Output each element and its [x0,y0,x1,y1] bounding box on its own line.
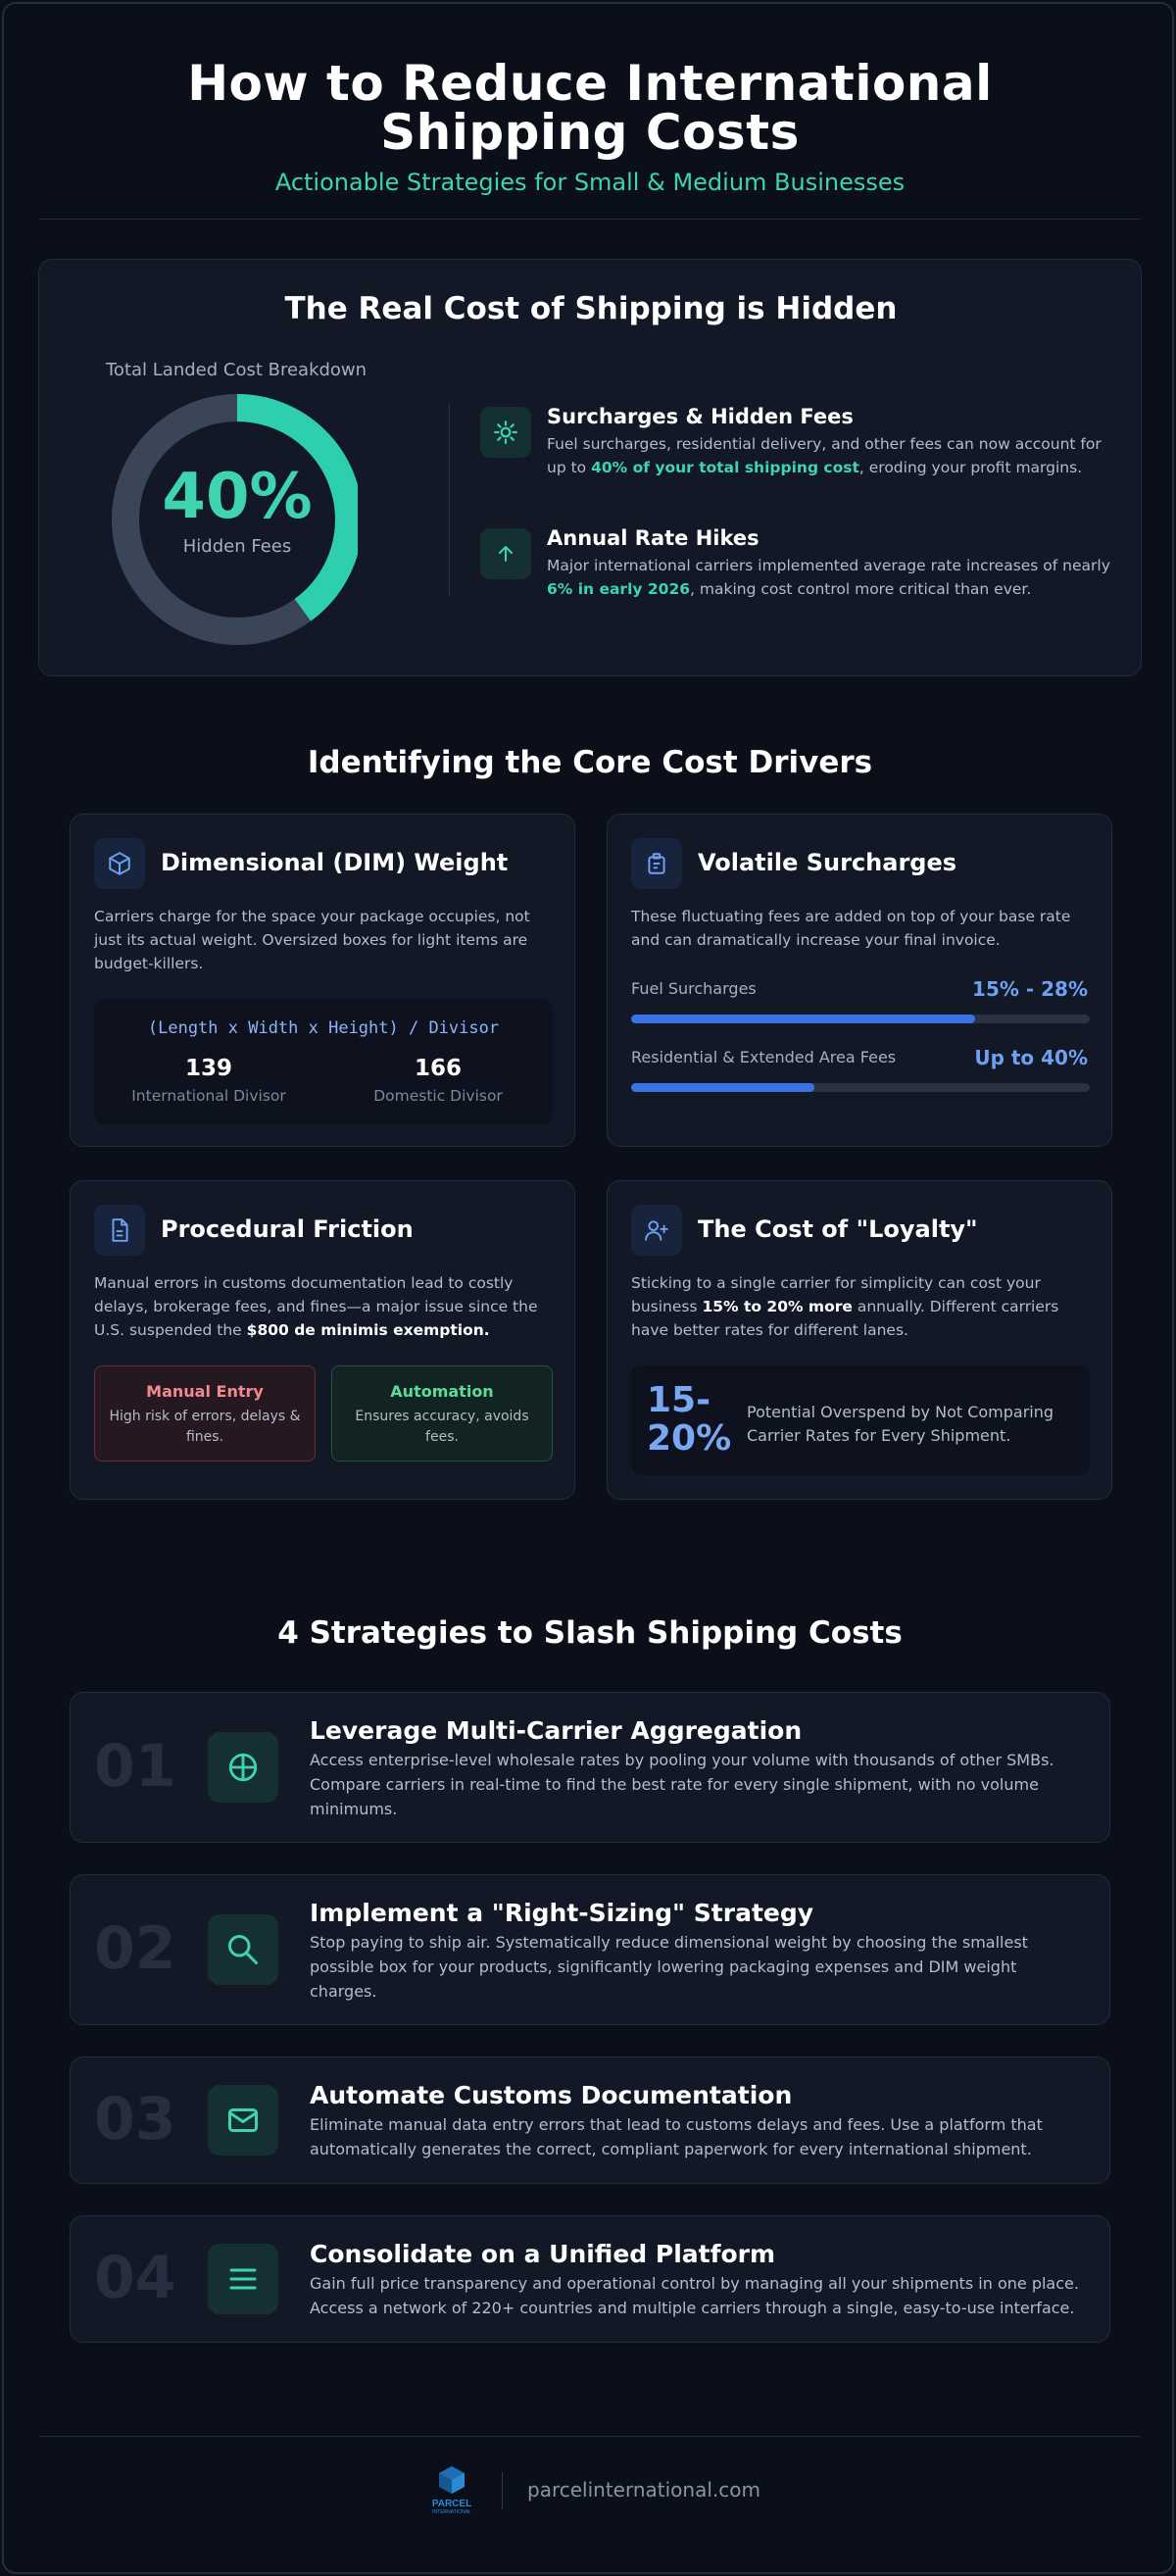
drivers-title: Identifying the Core Cost Drivers [307,745,873,780]
search-icon [208,1914,278,1985]
clipboard-icon [631,838,682,889]
automation-desc: Ensures accuracy, avoids fees. [355,1409,529,1445]
donut-value: 40% [162,461,313,533]
svg-text:PARCEL: PARCEL [432,2499,471,2509]
strategy-number: 01 [94,1732,176,1801]
strategy-card-3: 03 Automate Customs Documentation Elimin… [70,2056,1110,2184]
strategy-number: 04 [94,2244,176,2312]
surcharges-card: Volatile Surcharges These fluctuating fe… [607,814,1112,1147]
dim-weight-title: Dimensional (DIM) Weight [161,849,509,876]
overspend-box: 15-20% Potential Overspend by Not Compar… [631,1365,1090,1475]
overspend-text: Potential Overspend by Not Comparing Car… [747,1403,1054,1445]
feature-title: Annual Rate Hikes [547,526,760,550]
intl-divisor-label: International Divisor [131,1087,286,1105]
cube-icon [94,838,145,889]
strategy-number: 03 [94,2085,176,2154]
strategy-text: Access enterprise-level wholesale rates … [310,1751,1054,1818]
dim-formula-box: (Length x Width x Height) / Divisor 139 … [94,999,553,1124]
globe-crosshair-icon [208,1732,278,1803]
svg-text:INTERNATIONAL: INTERNATIONAL [432,2509,471,2515]
dim-formula: (Length x Width x Height) / Divisor [147,1018,500,1038]
intl-divisor-value: 139 [184,1056,232,1081]
feature-text: Major international carriers implemented… [547,557,1110,598]
strategy-title: Leverage Multi-Carrier Aggregation [310,1716,803,1745]
header: How to Reduce International Shipping Cos… [4,55,1172,196]
bar-label-residential: Residential & Extended Area Fees [631,1048,897,1066]
friction-desc: Manual errors in customs documentation l… [94,1274,538,1339]
footer-separator [502,2472,503,2509]
strategies-title: 4 Strategies to Slash Shipping Costs [277,1615,903,1651]
bar-fill-residential [631,1083,815,1092]
strategy-title: Implement a "Right-Sizing" Strategy [310,1899,814,1927]
feature-title: Surcharges & Hidden Fees [547,405,854,428]
hero-divider [449,403,450,597]
footer-url-link[interactable]: parcelinternational.com [527,2478,760,2502]
surcharges-title: Volatile Surcharges [698,849,957,876]
hidden-cost-card: The Real Cost of Shipping is Hidden Tota… [38,259,1142,676]
strategy-title: Automate Customs Documentation [310,2081,793,2109]
document-icon [94,1205,145,1256]
bar-fill-fuel [631,1015,975,1023]
loyalty-title: The Cost of "Loyalty" [698,1215,978,1243]
donut-label: Total Landed Cost Breakdown [106,360,368,380]
strategy-text: Gain full price transparency and operati… [310,2274,1079,2317]
dom-divisor-value: 166 [414,1056,462,1081]
strategy-title: Consolidate on a Unified Platform [310,2240,776,2268]
footer-divider [39,2436,1141,2437]
strategy-text: Eliminate manual data entry errors that … [310,2115,1043,2158]
strategy-card-4: 04 Consolidate on a Unified Platform Gai… [70,2215,1110,2343]
procedural-friction-card: Procedural Friction Manual errors in cus… [70,1180,575,1500]
automation-title: Automation [390,1382,494,1401]
mail-icon [208,2085,278,2155]
page-title: How to Reduce International Shipping Cos… [187,55,993,161]
manual-entry-box: Manual Entry High risk of errors, delays… [94,1365,316,1461]
dim-weight-card: Dimensional (DIM) Weight Carriers charge… [70,814,575,1147]
automation-box: Automation Ensures accuracy, avoids fees… [331,1365,553,1461]
strategy-number: 02 [94,1914,176,1983]
donut-arc [112,394,363,645]
page-subtitle: Actionable Strategies for Small & Medium… [274,169,906,196]
overspend-value: 15-20% [647,1380,732,1459]
arrow-up-icon [480,528,531,579]
loyalty-desc: Sticking to a single carrier for simplic… [631,1274,1059,1339]
header-divider [39,219,1141,220]
hidden-cost-title: The Real Cost of Shipping is Hidden [284,291,898,326]
bar-track-residential [631,1083,1090,1092]
donut-caption: Hidden Fees [182,536,292,557]
donut-chart [112,394,363,645]
bar-label-fuel: Fuel Surcharges [631,979,757,998]
strategy-card-2: 02 Implement a "Right-Sizing" Strategy S… [70,1874,1110,2025]
bar-track-fuel [631,1015,1090,1023]
manual-entry-desc: High risk of errors, delays & fines. [109,1409,301,1445]
dim-weight-desc: Carriers charge for the space your packa… [94,908,530,972]
manual-entry-title: Manual Entry [146,1382,264,1401]
friction-title: Procedural Friction [161,1215,414,1243]
bar-value-residential: Up to 40% [974,1046,1088,1069]
dom-divisor-label: Domestic Divisor [373,1087,503,1105]
strategy-text: Stop paying to ship air. Systematically … [310,1933,1028,2001]
feature-text: Fuel surcharges, residential delivery, a… [547,435,1102,476]
user-plus-icon [631,1205,682,1256]
menu-icon [208,2244,278,2314]
sun-icon [480,407,531,458]
surcharges-desc: These fluctuating fees are added on top … [631,908,1071,949]
parcel-logo: PARCEL INTERNATIONAL [432,2466,471,2515]
bar-value-fuel: 15% - 28% [972,977,1088,1001]
strategy-card-1: 01 Leverage Multi-Carrier Aggregation Ac… [70,1692,1110,1843]
loyalty-card: The Cost of "Loyalty" Sticking to a sing… [607,1180,1112,1500]
